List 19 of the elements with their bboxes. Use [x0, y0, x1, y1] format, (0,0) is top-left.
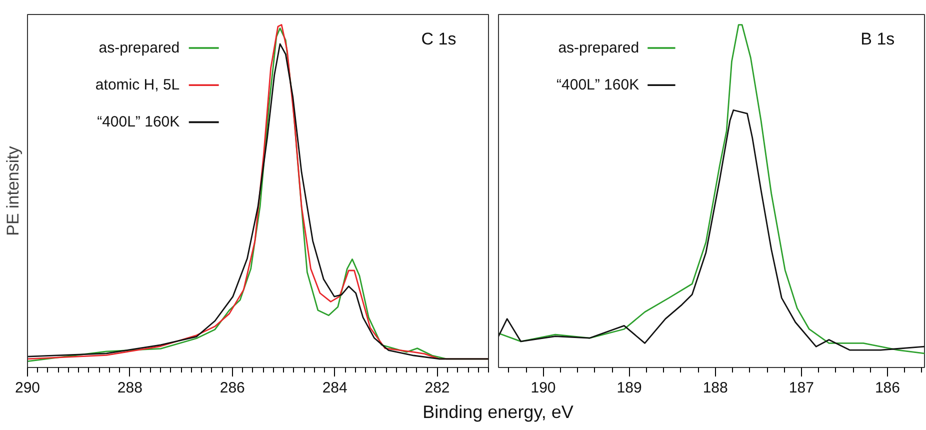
- x-tick-label: 288: [117, 380, 142, 396]
- legend-label: as-prepared: [558, 40, 640, 57]
- x-tick-label: 187: [788, 380, 814, 396]
- legend-label: as-prepared: [98, 40, 180, 57]
- x-tick-label: 190: [530, 380, 556, 396]
- x-tick-label: 186: [874, 380, 900, 396]
- x-axis-title: Binding energy, eV: [422, 401, 574, 424]
- chart-title: B 1s: [860, 30, 895, 49]
- x-tick-label: 282: [424, 380, 450, 396]
- legend-label: “400L” 160K: [97, 114, 180, 131]
- x-tick-label: 284: [322, 380, 348, 396]
- legend-label: atomic H, 5L: [95, 76, 180, 94]
- y-axis-title: PE intensity: [4, 146, 22, 236]
- legend-label: “400L” 160K: [556, 76, 640, 94]
- x-tick-label: 188: [702, 380, 728, 396]
- chart-title: C 1s: [421, 30, 456, 49]
- x-tick-label: 286: [220, 380, 245, 396]
- x-tick-label: 189: [616, 380, 642, 396]
- x-tick-label: 290: [14, 380, 40, 396]
